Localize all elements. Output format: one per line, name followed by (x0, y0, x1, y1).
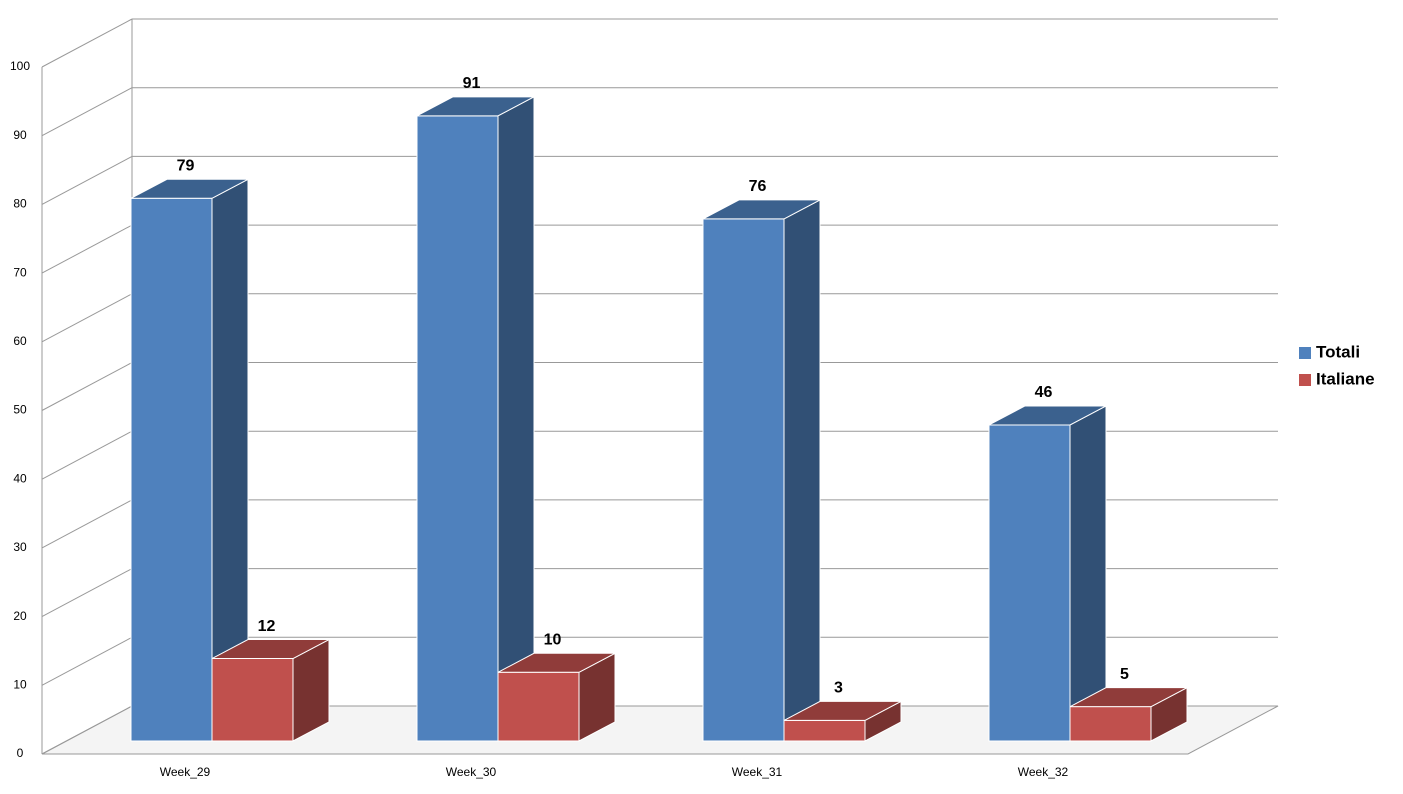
legend-swatch (1299, 374, 1311, 386)
bar-face (988, 405, 1107, 426)
y-tick-label: 80 (13, 197, 27, 211)
x-tick-label: Week_29 (160, 765, 211, 779)
grid-line (41, 293, 133, 343)
data-label: 76 (749, 178, 767, 195)
data-label: 10 (544, 632, 562, 649)
y-tick-label: 70 (13, 265, 27, 279)
data-label: 12 (258, 618, 276, 635)
y-tick-label: 60 (13, 334, 27, 348)
y-tick-label: 0 (17, 746, 24, 760)
bar-face (416, 96, 535, 117)
grid-line (41, 568, 133, 618)
bar (783, 700, 902, 742)
data-label: 5 (1120, 666, 1129, 683)
data-label: 3 (834, 680, 843, 697)
grid-line (41, 499, 133, 549)
y-tick-label: 10 (13, 677, 27, 691)
legend-swatch (1299, 347, 1311, 359)
bar-face (211, 639, 330, 660)
grid-line (41, 705, 133, 755)
y-tick-label: 90 (13, 128, 27, 142)
x-tick-label: Week_31 (732, 765, 783, 779)
bar-face (702, 218, 785, 742)
bar-face (783, 199, 821, 742)
bar-face (416, 115, 499, 742)
bar (416, 96, 535, 742)
bar-face (1069, 687, 1188, 708)
bar (130, 178, 249, 742)
y-tick-label: 30 (13, 540, 27, 554)
y-tick-label: 20 (13, 609, 27, 623)
bar-face (497, 671, 580, 742)
legend-label: Totali (1316, 342, 1360, 361)
grid-line (41, 636, 133, 686)
grid-line (41, 362, 133, 411)
grid-line (41, 430, 133, 480)
bar-face (783, 719, 866, 742)
bar-face (702, 199, 821, 220)
grid-line (41, 155, 133, 205)
bar-face (211, 658, 294, 742)
grid-line (41, 87, 133, 137)
data-label: 46 (1035, 384, 1053, 401)
bar-face (130, 197, 213, 742)
bar (988, 405, 1107, 742)
bar-face (497, 652, 616, 673)
y-tick-label: 40 (13, 471, 27, 485)
x-tick-label: Week_30 (446, 765, 497, 779)
bar-face (130, 178, 249, 199)
bar-face (1069, 706, 1152, 742)
bar (702, 199, 821, 742)
data-label: 79 (177, 157, 195, 174)
legend-label: Italiane (1316, 369, 1375, 388)
y-tick-label: 50 (13, 403, 27, 417)
bar (1069, 686, 1188, 742)
bar-face (497, 96, 535, 742)
y-tick-label: 100 (10, 59, 30, 73)
x-tick-label: Week_32 (1018, 765, 1069, 779)
bar-face (783, 700, 902, 721)
grid-line (41, 18, 133, 68)
grid-line (41, 224, 133, 274)
bar (497, 652, 616, 742)
data-label: 91 (463, 75, 481, 92)
bar (211, 638, 330, 742)
bar-face (988, 424, 1071, 742)
